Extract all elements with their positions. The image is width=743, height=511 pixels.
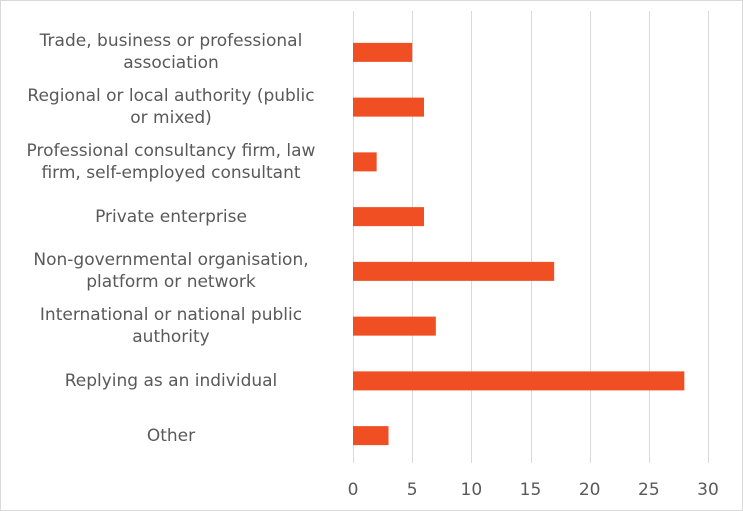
category-label-line: platform or network (86, 272, 256, 293)
bar (353, 152, 377, 172)
bar (353, 261, 555, 281)
category-label-line: Replying as an individual (64, 370, 278, 391)
bar (353, 426, 389, 446)
category-label: International or national public authorit… (6, 304, 336, 348)
category-label-line: Regional or local authority (public (27, 86, 315, 107)
category-label: Other (6, 425, 336, 447)
category-label-line: Private enterprise (95, 206, 247, 227)
category-label-line: authority (132, 327, 210, 348)
category-label-line: firm, self-employed consultant (41, 162, 301, 183)
bar (353, 316, 436, 336)
category-label: Private enterprise (6, 206, 336, 228)
category-label-line: Non-governmental organisation, (33, 250, 309, 271)
category-label: Regional or local authority (public or mi… (6, 85, 336, 129)
category-label: Trade, business or professional associati… (6, 30, 336, 74)
category-label-line: association (123, 53, 219, 74)
x-tick-label: 30 (697, 480, 719, 500)
category-label-line: Trade, business or professional (39, 31, 303, 52)
x-tick-label: 20 (579, 480, 601, 500)
category-label-line: Other (146, 425, 196, 446)
category-label-line: Professional consultancy firm, law (26, 140, 316, 161)
x-tick-label: 15 (520, 480, 542, 500)
bar (353, 42, 413, 62)
x-tick-label: 0 (348, 480, 359, 500)
bar (353, 97, 424, 117)
x-tick-label: 10 (461, 480, 483, 500)
category-label: Professional consultancy firm, law firm, … (6, 140, 336, 184)
category-label: Replying as an individual (6, 370, 336, 392)
bar (353, 207, 424, 227)
bar (353, 371, 685, 391)
x-tick-label: 5 (407, 480, 418, 500)
x-tick-label: 25 (638, 480, 660, 500)
category-label-line: International or national public (39, 305, 303, 326)
category-label-line: or mixed) (130, 108, 212, 129)
category-label: Non-governmental organisation, platform o… (6, 249, 336, 293)
